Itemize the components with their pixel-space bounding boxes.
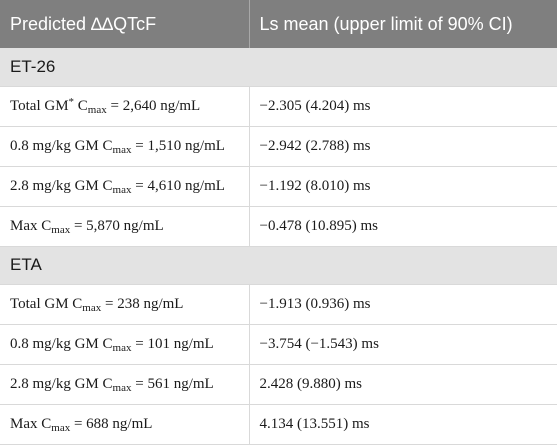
cmax-symbol: C: [98, 178, 113, 194]
ls-mean-cell: 2.428 (9.880) ms: [248, 364, 557, 405]
footnote-marker: *: [68, 96, 75, 108]
cmax-subscript: max: [51, 224, 71, 236]
cmax-subscript: max: [112, 382, 132, 394]
table-row: 0.8 mg/kg GM Cmax = 1,510 ng/mL −2.942 (…: [0, 126, 557, 167]
condition-cell: 2.8 mg/kg GM Cmax = 4,610 ng/mL: [0, 166, 249, 207]
condition-prefix: Max: [10, 218, 38, 234]
condition-prefix: 2.8 mg/kg GM: [10, 178, 99, 194]
ls-mean-cell: 4.134 (13.551) ms: [248, 404, 557, 445]
cmax-subscript: max: [112, 144, 132, 156]
condition-cell: Total GM Cmax = 238 ng/mL: [0, 284, 249, 325]
section-row-eta: ETA: [0, 246, 557, 285]
condition-prefix: Total GM: [10, 296, 69, 312]
condition-prefix: 0.8 mg/kg GM: [10, 138, 99, 154]
ls-mean-cell: −0.478 (10.895) ms: [248, 206, 557, 247]
ls-mean-cell: −2.942 (2.788) ms: [248, 126, 557, 167]
table-row: 2.8 mg/kg GM Cmax = 4,610 ng/mL −1.192 (…: [0, 166, 557, 207]
section-title: ETA: [0, 246, 557, 285]
table-row: Max Cmax = 688 ng/mL 4.134 (13.551) ms: [0, 404, 557, 445]
condition-cell: Max Cmax = 5,870 ng/mL: [0, 206, 249, 247]
cmax-subscript: max: [87, 104, 107, 116]
condition-cell: 2.8 mg/kg GM Cmax = 561 ng/mL: [0, 364, 249, 405]
cmax-symbol: C: [37, 218, 52, 234]
table-row: 2.8 mg/kg GM Cmax = 561 ng/mL 2.428 (9.8…: [0, 364, 557, 405]
ls-mean-cell: −2.305 (4.204) ms: [248, 86, 557, 127]
cmax-symbol: C: [98, 336, 113, 352]
section-row-et26: ET-26: [0, 48, 557, 87]
condition-prefix: 2.8 mg/kg GM: [10, 376, 99, 392]
concentration-value: = 1,510 ng/mL: [131, 138, 225, 154]
cmax-symbol: C: [98, 376, 113, 392]
concentration-value: = 2,640 ng/mL: [106, 98, 201, 114]
cmax-subscript: max: [51, 422, 71, 434]
table-row: 0.8 mg/kg GM Cmax = 101 ng/mL −3.754 (−1…: [0, 324, 557, 365]
table-row: Total GM* Cmax = 2,640 ng/mL −2.305 (4.2…: [0, 86, 557, 127]
concentration-value: = 101 ng/mL: [131, 336, 214, 352]
table-row: Max Cmax = 5,870 ng/mL −0.478 (10.895) m…: [0, 206, 557, 247]
header-predicted-qtcf: Predicted ∆∆QTcF: [0, 0, 249, 48]
condition-prefix: 0.8 mg/kg GM: [10, 336, 99, 352]
ls-mean-cell: −1.192 (8.010) ms: [248, 166, 557, 207]
concentration-value: = 5,870 ng/mL: [70, 218, 164, 234]
cmax-subscript: max: [112, 342, 132, 354]
condition-prefix: Total GM: [10, 98, 69, 114]
cmax-symbol: C: [74, 98, 88, 114]
cmax-symbol: C: [68, 296, 83, 312]
concentration-value: = 238 ng/mL: [101, 296, 184, 312]
condition-prefix: Max: [10, 416, 38, 432]
table-row: Total GM Cmax = 238 ng/mL −1.913 (0.936)…: [0, 284, 557, 325]
concentration-value: = 4,610 ng/mL: [131, 178, 225, 194]
cmax-subscript: max: [82, 302, 102, 314]
ls-mean-cell: −1.913 (0.936) ms: [248, 284, 557, 325]
ls-mean-cell: −3.754 (−1.543) ms: [248, 324, 557, 365]
condition-cell: Total GM* Cmax = 2,640 ng/mL: [0, 86, 249, 127]
section-title: ET-26: [0, 48, 557, 87]
concentration-value: = 688 ng/mL: [70, 416, 153, 432]
condition-cell: Max Cmax = 688 ng/mL: [0, 404, 249, 445]
cmax-symbol: C: [37, 416, 52, 432]
concentration-value: = 561 ng/mL: [131, 376, 214, 392]
cmax-symbol: C: [98, 138, 113, 154]
header-ls-mean: Ls mean (upper limit of 90% CI): [248, 0, 557, 48]
cmax-subscript: max: [112, 184, 132, 196]
table-header-row: Predicted ∆∆QTcF Ls mean (upper limit of…: [0, 0, 557, 48]
condition-cell: 0.8 mg/kg GM Cmax = 101 ng/mL: [0, 324, 249, 365]
condition-cell: 0.8 mg/kg GM Cmax = 1,510 ng/mL: [0, 126, 249, 167]
